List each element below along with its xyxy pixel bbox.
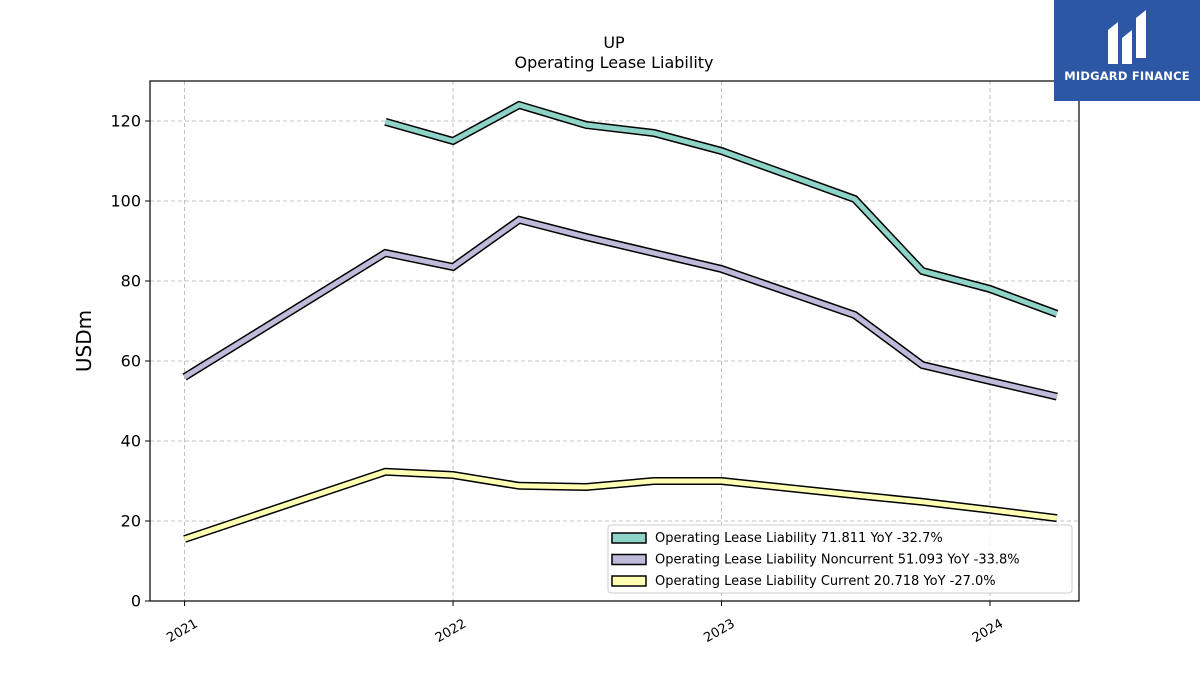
y-tick-label: 20 xyxy=(121,512,141,531)
x-tick-label: 2024 xyxy=(970,616,1006,646)
legend-label: Operating Lease Liability Noncurrent 51.… xyxy=(655,553,1020,568)
legend-label: Operating Lease Liability Current 20.718… xyxy=(655,574,996,589)
legend-swatch xyxy=(611,575,647,587)
logo-mark-icon xyxy=(1108,10,1146,64)
chart-subtitle: Operating Lease Liability xyxy=(514,53,713,72)
legend-swatch xyxy=(611,553,647,566)
grid xyxy=(150,81,1079,602)
logo-text: MIDGARD FINANCE xyxy=(1064,69,1190,83)
x-tick-label: 2021 xyxy=(164,616,200,646)
legend: Operating Lease Liability 71.811 YoY -32… xyxy=(607,524,1073,594)
y-tick-label: 80 xyxy=(121,272,141,291)
y-tick-label: 60 xyxy=(121,352,141,371)
legend-box xyxy=(607,524,1073,594)
series-line xyxy=(183,217,1058,400)
plot-area-frame xyxy=(149,80,1080,602)
y-axis-ticks: 0 20 40 60 80 100 120 xyxy=(110,112,150,611)
legend-label: Operating Lease Liability 71.811 YoY -32… xyxy=(655,531,943,546)
y-tick-label: 40 xyxy=(121,432,141,451)
series-line xyxy=(384,102,1058,317)
series-line xyxy=(183,469,1058,542)
legend-swatch xyxy=(611,532,647,544)
chart-title: UP xyxy=(603,33,625,52)
y-axis-label: USDm xyxy=(72,310,96,372)
series-lines xyxy=(182,100,1059,543)
x-axis-ticks: 2021 2022 2023 2024 xyxy=(164,601,1006,646)
brand-logo: MIDGARD FINANCE xyxy=(1054,0,1200,101)
y-tick-label: 100 xyxy=(110,192,141,211)
x-tick-label: 2022 xyxy=(433,616,469,646)
x-tick-label: 2023 xyxy=(701,616,737,646)
y-tick-label: 120 xyxy=(110,112,141,131)
y-tick-label: 0 xyxy=(131,592,141,611)
